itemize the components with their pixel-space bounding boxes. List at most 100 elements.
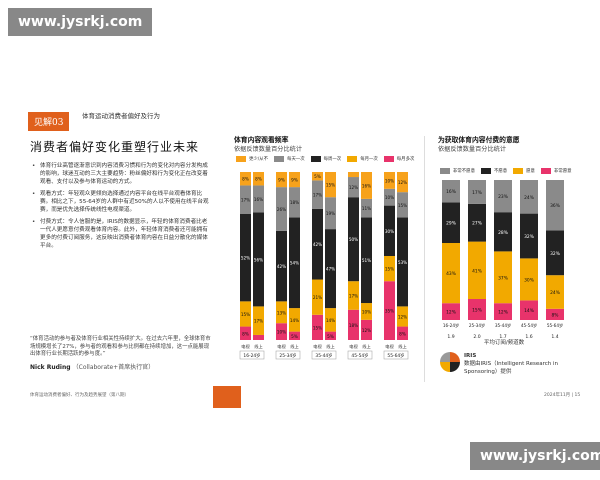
category-label: 25-34岁 — [279, 352, 296, 359]
category-label: 16-24岁 — [443, 322, 459, 329]
bar-segment — [384, 205, 395, 256]
data-label: 12% — [349, 185, 358, 190]
data-label: 17% — [254, 319, 263, 324]
bar-segment — [289, 308, 300, 332]
data-label: 30% — [385, 229, 394, 234]
quote-text: “体育活动的参与者及体育行业相关性持续扩大。在过去六年里，全球体育市场规模增长了… — [30, 336, 211, 357]
legend-label: 非常不愿意 — [453, 169, 475, 174]
data-label: 16% — [446, 189, 456, 195]
legend-item: 更少/从不 — [236, 156, 268, 162]
bar-segment — [397, 217, 408, 307]
bar-segment — [494, 212, 512, 252]
bar-segment — [276, 230, 287, 302]
chart1-title: 体育内容观看频率 依据反馈数量百分比统计 — [234, 136, 302, 154]
bar-segment — [348, 281, 359, 310]
bar-segment — [240, 172, 251, 186]
bar-segment — [312, 180, 323, 209]
average-value-label: 1.7 — [499, 334, 506, 340]
insight-badge-title: 体育运动消费者偏好及行为 — [82, 112, 160, 120]
legend-item: 愿意 — [513, 168, 535, 174]
data-label: 35% — [385, 309, 394, 314]
bar-segment — [468, 241, 486, 299]
bar-segment — [520, 180, 538, 214]
data-label: 30% — [524, 277, 534, 283]
legend-swatch — [310, 156, 321, 162]
category-box — [311, 350, 337, 360]
category-label: 55-64岁 — [387, 352, 404, 359]
data-label: 17% — [241, 198, 250, 203]
panel-divider — [424, 136, 425, 382]
category-label: 35-44岁 — [495, 322, 511, 329]
category-label: 25-34岁 — [469, 322, 485, 329]
bar-segment — [361, 319, 372, 340]
bar-segment — [520, 258, 538, 301]
category-box — [275, 350, 301, 360]
iris-credit: IRIS 数据由IRIS（Intelligent Research in Spo… — [464, 352, 574, 376]
sub-category-label: 线上 — [326, 343, 334, 349]
data-label: 5% — [314, 174, 321, 179]
bar-segment — [361, 172, 372, 199]
data-label: 17% — [472, 190, 482, 196]
bar-segment — [546, 275, 564, 309]
bar-segment — [240, 214, 251, 302]
bar-segment — [361, 217, 372, 304]
bar-segment — [289, 187, 300, 218]
data-label: 8% — [242, 331, 249, 336]
legend-item: 非常不愿意 — [440, 168, 475, 174]
bar-segment — [276, 172, 287, 188]
legend-item: 每周一次 — [310, 156, 341, 162]
data-label: 24% — [524, 195, 534, 201]
data-label: 24% — [550, 290, 560, 296]
iris-credit-text: 数据由IRIS（Intelligent Research in Sponsori… — [464, 361, 559, 375]
quote-author-name: Nick Ruding — [30, 364, 71, 371]
data-label: 15% — [472, 308, 482, 314]
legend-label: 更少/从不 — [249, 157, 269, 162]
bar-segment — [325, 229, 336, 309]
legend-item: 每月多次 — [383, 156, 414, 162]
bar-segment — [325, 197, 336, 230]
bar-segment — [253, 185, 264, 213]
sub-category-label: 电视 — [313, 343, 322, 350]
bar-segment — [348, 177, 359, 198]
bar-segment — [240, 301, 251, 327]
data-label: 54% — [290, 261, 299, 266]
data-label: 11% — [362, 206, 371, 211]
bar-segment — [397, 306, 408, 327]
chart1-legend: 更少/从不 每天一次 每周一次 每月一次 每月多次 — [236, 156, 414, 162]
data-label: 10% — [385, 178, 394, 183]
insight-badge: 见解03 — [28, 112, 70, 131]
data-label: 52% — [241, 256, 250, 261]
bar-segment — [312, 208, 323, 280]
legend-swatch — [274, 156, 285, 162]
data-label: 14% — [290, 318, 299, 323]
data-label: 42% — [277, 264, 286, 269]
data-label: 12% — [398, 180, 407, 185]
data-label: 5% — [291, 334, 298, 339]
data-label: 23% — [498, 194, 508, 200]
bar-segment — [325, 172, 336, 198]
watermark-top: www.jysrkj.com — [8, 8, 153, 36]
category-label: 16-24岁 — [243, 352, 260, 359]
bar-segment — [546, 230, 564, 276]
bar-segment — [253, 172, 264, 186]
bar-segment — [384, 256, 395, 282]
data-label: 10% — [385, 195, 394, 200]
chart2-svg: 12% 43% 29% 16% 16-24岁 1.9 15% 41% 27% 17% 25-34岁 2… — [442, 180, 564, 340]
data-label: 15% — [313, 325, 322, 330]
legend-swatch — [236, 156, 246, 162]
sub-category-label: 线上 — [254, 343, 262, 349]
data-label: 17% — [313, 193, 322, 198]
bar-segment — [276, 301, 287, 324]
bar-segment — [494, 303, 512, 320]
data-label: 21% — [313, 295, 322, 300]
bar-segment — [348, 197, 359, 282]
data-label: 15% — [398, 203, 407, 208]
quote-author: Nick Ruding （Collaborate+首席执行官） — [30, 362, 154, 371]
average-value-label: 1.9 — [447, 334, 454, 340]
bar-segment — [312, 279, 323, 315]
bullet-item: 体育行业高管逐渐意识到内容消费习惯和行为的变化对内容分发构成的影响，球迷互动的三… — [32, 162, 212, 186]
bar-segment — [289, 331, 300, 340]
bar-segment — [253, 306, 264, 335]
bar-segment — [397, 172, 408, 193]
bar-segment — [442, 243, 460, 304]
